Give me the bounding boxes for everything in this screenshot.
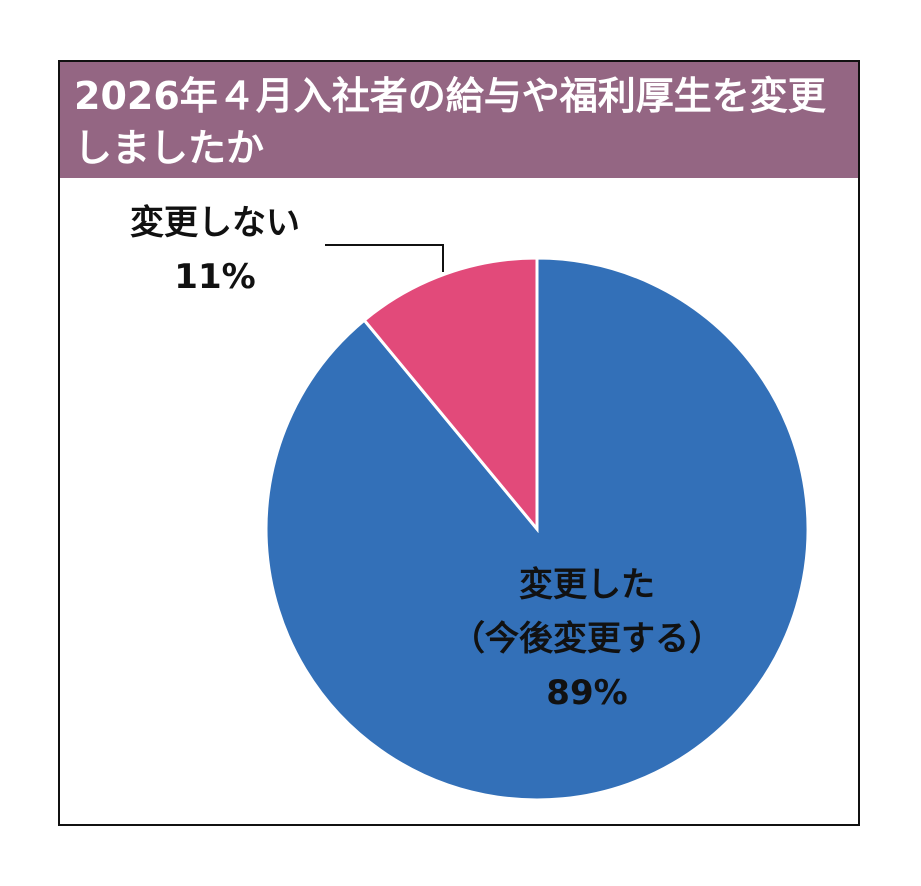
value-label: 11% [174, 257, 256, 297]
leader-line [325, 244, 444, 272]
chart-title: 2026年４月入社者の給与や福利厚生を変更しましたか [60, 62, 858, 178]
value-label: 89% [546, 673, 628, 713]
pie-slice [362, 256, 539, 534]
chart-frame [58, 60, 860, 826]
slice-label: 変更しない [130, 203, 300, 243]
slice-label: 変更した（今後変更する） [451, 565, 723, 659]
